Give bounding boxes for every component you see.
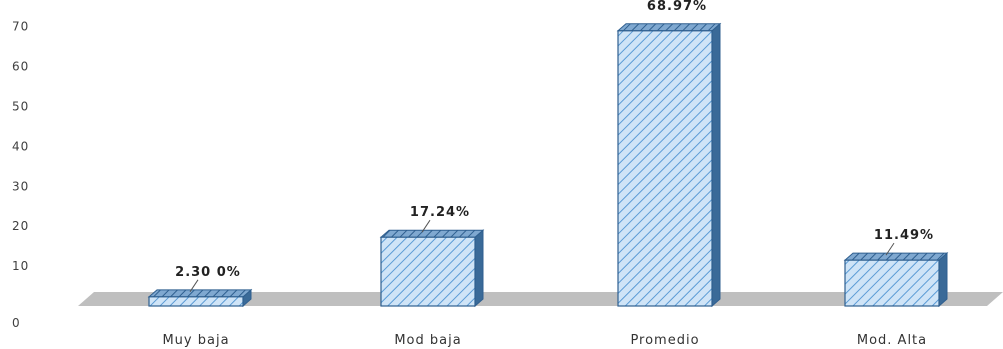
x-tick-label: Mod. Alta (857, 333, 927, 348)
y-tick-label: 10 (12, 259, 29, 273)
y-tick-label: 40 (12, 139, 29, 153)
bar (147, 288, 253, 308)
x-tick-label: Mod baja (394, 333, 461, 348)
bar-top-face (147, 289, 253, 298)
data-label-leader (885, 242, 895, 256)
bar-top-face (616, 23, 722, 32)
bar-front-face (844, 259, 940, 307)
y-axis: 0 10 20 30 40 50 60 70 (12, 20, 29, 330)
bar-side-face (938, 252, 948, 308)
data-label-leader (189, 279, 199, 293)
data-labels: 2.30 0% 17.24% 68.97% 11.49% (175, 0, 934, 293)
bar-side-face (711, 22, 721, 308)
bar (616, 22, 722, 308)
y-tick-label: 20 (12, 219, 29, 233)
y-tick-label: 70 (12, 20, 29, 34)
bar-front-face (617, 30, 713, 307)
y-tick-label: 50 (12, 100, 29, 114)
bar-front-face (148, 296, 244, 307)
bar (843, 252, 949, 308)
data-label: 68.97% (647, 0, 707, 14)
bar-top-face (843, 252, 949, 261)
data-label: 11.49% (874, 228, 934, 243)
chart-floor (78, 292, 1003, 306)
y-tick-label: 30 (12, 179, 29, 193)
bar (379, 229, 485, 308)
x-tick-label: Promedio (630, 333, 699, 348)
x-tick-label: Muy baja (162, 333, 229, 348)
y-tick-label: 0 (12, 316, 21, 330)
data-label: 17.24% (410, 205, 470, 220)
bar-top-face (379, 229, 485, 238)
bar-side-face (474, 229, 484, 308)
bar-front-face (380, 236, 476, 307)
x-axis: Muy baja Mod baja Promedio Mod. Alta (162, 333, 927, 348)
y-tick-label: 60 (12, 60, 29, 74)
data-label: 2.30 0% (175, 265, 241, 280)
bars (147, 22, 949, 308)
data-label-leader (421, 219, 431, 233)
